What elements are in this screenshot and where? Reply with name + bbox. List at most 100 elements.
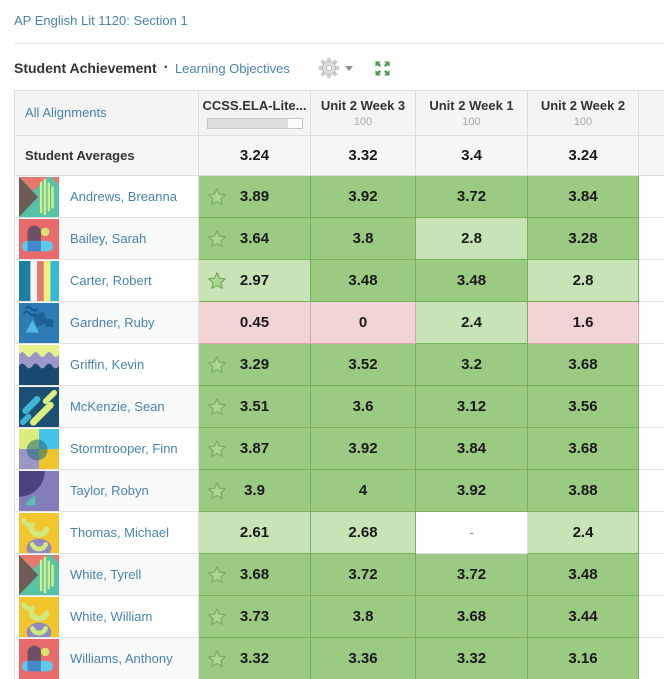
score-cell[interactable]: 2.61: [198, 511, 311, 554]
student-name-link[interactable]: Bailey, Sarah: [70, 231, 147, 246]
score-cell[interactable]: 3.36: [310, 637, 416, 679]
score-value: 3.72: [348, 566, 378, 583]
score-cell[interactable]: 3.73: [198, 595, 311, 638]
student-name-link[interactable]: Williams, Anthony: [70, 651, 173, 666]
score-value: 2.68: [348, 524, 378, 541]
expand-fullscreen-button[interactable]: [373, 59, 392, 78]
score-value: 2.4: [572, 524, 594, 541]
student-avatar: [19, 344, 59, 385]
score-cell[interactable]: 3.29: [198, 343, 311, 386]
star-icon[interactable]: [207, 355, 227, 375]
score-value: 3.32: [239, 650, 270, 667]
score-cell[interactable]: 3.89: [198, 175, 311, 218]
score-cell[interactable]: 2.4: [527, 511, 639, 554]
star-icon[interactable]: [207, 271, 227, 291]
row-end-spacer: [638, 637, 664, 679]
star-icon[interactable]: [207, 229, 227, 249]
star-icon[interactable]: [207, 187, 227, 207]
column-header-unit2-week3[interactable]: Unit 2 Week 3 100: [310, 90, 416, 136]
star-icon[interactable]: [207, 565, 227, 585]
column-header-unit2-week2[interactable]: Unit 2 Week 2 100: [527, 90, 639, 136]
row-end-spacer: [638, 553, 664, 596]
score-cell[interactable]: 3.84: [527, 175, 639, 218]
score-cell[interactable]: 3.92: [310, 175, 416, 218]
student-name-link[interactable]: Andrews, Breanna: [70, 189, 177, 204]
score-value: 3.29: [239, 356, 270, 373]
student-cell: Griffin, Kevin: [14, 343, 199, 386]
score-cell[interactable]: 3.68: [415, 595, 528, 638]
student-name-link[interactable]: Thomas, Michael: [70, 525, 169, 540]
score-cell[interactable]: 3.16: [527, 637, 639, 679]
settings-menu-button[interactable]: [318, 57, 353, 79]
score-cell[interactable]: 2.4: [415, 301, 528, 344]
score-value: 3.92: [348, 188, 378, 205]
score-cell[interactable]: 3.48: [415, 259, 528, 302]
score-cell[interactable]: 3.72: [415, 553, 528, 596]
score-cell[interactable]: 3.92: [415, 469, 528, 512]
score-cell[interactable]: 3.87: [198, 427, 311, 470]
score-cell[interactable]: 3.84: [415, 427, 528, 470]
student-name-link[interactable]: Gardner, Ruby: [70, 315, 155, 330]
student-name-link[interactable]: McKenzie, Sean: [70, 399, 165, 414]
student-name-link[interactable]: Carter, Robert: [70, 273, 152, 288]
score-cell[interactable]: 3.68: [198, 553, 311, 596]
score-cell[interactable]: 3.44: [527, 595, 639, 638]
score-cell[interactable]: 3.12: [415, 385, 528, 428]
score-cell[interactable]: 3.2: [415, 343, 528, 386]
student-name-link[interactable]: White, Tyrell: [70, 567, 142, 582]
score-cell[interactable]: 3.48: [527, 553, 639, 596]
score-cell[interactable]: 0: [310, 301, 416, 344]
score-value: 3.8: [352, 608, 374, 625]
score-value: 3.68: [456, 608, 487, 625]
star-icon[interactable]: [207, 439, 227, 459]
score-cell[interactable]: 3.51: [198, 385, 311, 428]
score-cell[interactable]: 4: [310, 469, 416, 512]
column-max-points: 100: [462, 116, 481, 128]
score-cell[interactable]: 3.8: [310, 217, 416, 260]
score-cell[interactable]: 0.45: [198, 301, 311, 344]
course-link[interactable]: AP English Lit 1120: Section 1: [14, 13, 188, 28]
score-cell[interactable]: 3.8: [310, 595, 416, 638]
score-cell[interactable]: 2.8: [415, 217, 528, 260]
score-value: 4: [358, 482, 368, 499]
caret-down-icon: [344, 65, 353, 71]
score-cell[interactable]: 3.68: [527, 427, 639, 470]
score-cell[interactable]: 3.92: [310, 427, 416, 470]
student-name-link[interactable]: Stormtrooper, Finn: [70, 441, 178, 456]
score-cell[interactable]: 2.8: [527, 259, 639, 302]
student-cell: White, Tyrell: [14, 553, 199, 596]
score-cell[interactable]: 3.72: [415, 175, 528, 218]
score-cell[interactable]: 3.32: [198, 637, 311, 679]
score-cell[interactable]: -: [415, 511, 528, 554]
student-cell: Bailey, Sarah: [14, 217, 199, 260]
row-end-spacer: [638, 343, 664, 386]
score-cell[interactable]: 3.52: [310, 343, 416, 386]
score-cell[interactable]: 2.97: [198, 259, 311, 302]
score-cell[interactable]: 3.64: [198, 217, 311, 260]
score-cell[interactable]: 3.48: [310, 259, 416, 302]
student-name-link[interactable]: Griffin, Kevin: [70, 357, 145, 372]
score-cell[interactable]: 1.6: [527, 301, 639, 344]
column-header-objective[interactable]: CCSS.ELA-Lite...: [198, 90, 311, 136]
student-name-link[interactable]: Taylor, Robyn: [70, 483, 149, 498]
learning-objectives-link[interactable]: Learning Objectives: [174, 60, 290, 76]
score-cell[interactable]: 3.88: [527, 469, 639, 512]
score-cell[interactable]: 3.72: [310, 553, 416, 596]
star-icon[interactable]: [207, 649, 227, 669]
column-header-unit2-week1[interactable]: Unit 2 Week 1 100: [415, 90, 528, 136]
student-name-link[interactable]: White, William: [70, 609, 153, 624]
all-alignments-link[interactable]: All Alignments: [25, 105, 107, 120]
star-icon[interactable]: [207, 607, 227, 627]
score-cell[interactable]: 2.68: [310, 511, 416, 554]
student-averages-row: Student Averages 3.24 3.32 3.4 3.24: [14, 135, 664, 176]
score-cell[interactable]: 3.6: [310, 385, 416, 428]
score-cell[interactable]: 3.28: [527, 217, 639, 260]
score-cell[interactable]: 3.56: [527, 385, 639, 428]
score-value: 3.68: [568, 440, 598, 457]
star-icon[interactable]: [207, 481, 227, 501]
score-cell[interactable]: 3.9: [198, 469, 311, 512]
score-cell[interactable]: 3.68: [527, 343, 639, 386]
row-end-spacer: [638, 427, 664, 470]
star-icon[interactable]: [207, 397, 227, 417]
score-cell[interactable]: 3.32: [415, 637, 528, 679]
